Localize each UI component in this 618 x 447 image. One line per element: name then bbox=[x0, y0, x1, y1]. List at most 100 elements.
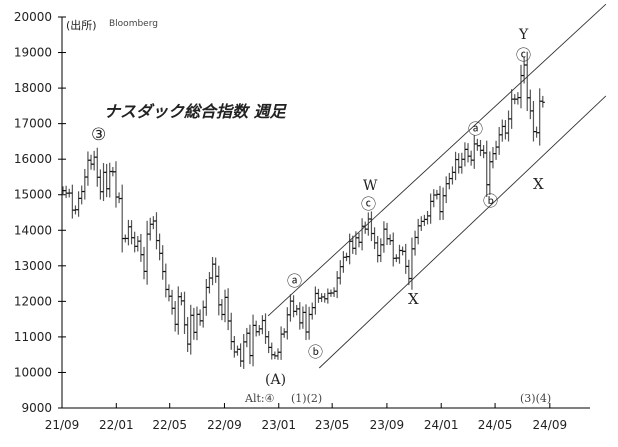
y-tick-label: 14000 bbox=[14, 223, 52, 237]
weekly-bar bbox=[235, 345, 240, 356]
weekly-bar bbox=[488, 151, 492, 195]
weekly-bar bbox=[507, 110, 511, 142]
weekly-bar bbox=[538, 88, 542, 146]
x-tick-label: 24/09 bbox=[533, 418, 568, 432]
weekly-bar bbox=[466, 143, 471, 163]
weekly-bar bbox=[154, 212, 159, 250]
y-tick-label: 16000 bbox=[14, 152, 52, 166]
weekly-bar bbox=[158, 233, 162, 261]
weekly-bar bbox=[385, 222, 390, 246]
weekly-bar bbox=[295, 304, 299, 316]
weekly-bar bbox=[463, 142, 467, 167]
x-tick-label: 22/09 bbox=[207, 418, 242, 432]
weekly-bar bbox=[469, 150, 474, 166]
weekly-bar bbox=[441, 187, 446, 220]
weekly-bar bbox=[432, 189, 436, 208]
weekly-bar bbox=[528, 89, 533, 120]
x-tick-label: 21/09 bbox=[45, 418, 80, 432]
weekly-bar bbox=[211, 256, 215, 286]
weekly-bar bbox=[510, 89, 514, 129]
weekly-bar bbox=[345, 252, 349, 262]
weekly-bar bbox=[429, 193, 433, 224]
weekly-bar bbox=[475, 138, 480, 151]
wave-3-label: ③ bbox=[91, 125, 107, 145]
weekly-bar bbox=[288, 294, 293, 322]
weekly-bar bbox=[189, 304, 193, 355]
upper-channel-line bbox=[267, 3, 607, 317]
weekly-bar bbox=[89, 154, 94, 170]
weekly-bar bbox=[373, 227, 377, 250]
weekly-bar bbox=[73, 205, 78, 215]
weekly-bar bbox=[491, 147, 495, 169]
weekly-bar bbox=[214, 257, 218, 283]
weekly-bar bbox=[320, 293, 324, 303]
x-tick-label: 23/05 bbox=[315, 418, 350, 432]
weekly-bar bbox=[401, 246, 405, 256]
weekly-bar bbox=[394, 254, 399, 263]
weekly-bar bbox=[220, 299, 224, 321]
weekly-bar bbox=[167, 284, 171, 302]
weekly-bar bbox=[164, 263, 168, 298]
weekly-bar bbox=[335, 271, 340, 299]
weekly-bar bbox=[301, 306, 305, 329]
weekly-bar bbox=[145, 220, 150, 285]
wave-y-label: Y bbox=[519, 27, 529, 43]
source-label: (出所) bbox=[66, 19, 97, 32]
weekly-bar bbox=[133, 231, 137, 253]
weekly-bar bbox=[239, 343, 243, 367]
weekly-bar bbox=[535, 126, 539, 138]
weekly-bar bbox=[92, 150, 97, 171]
weekly-bar bbox=[472, 135, 477, 169]
channel-lines bbox=[267, 3, 607, 369]
weekly-bar bbox=[130, 220, 134, 245]
weekly-bar bbox=[531, 100, 536, 142]
weekly-bar bbox=[500, 119, 505, 142]
weekly-bar bbox=[242, 334, 246, 369]
y-tick-label: 20000 bbox=[14, 10, 52, 24]
weekly-bar bbox=[416, 218, 421, 245]
weekly-bar bbox=[397, 244, 402, 264]
y-tick-label: 19000 bbox=[14, 46, 52, 60]
weekly-bar bbox=[444, 176, 449, 204]
weekly-bar bbox=[260, 315, 265, 335]
weekly-bar bbox=[316, 288, 321, 303]
weekly-bar bbox=[279, 326, 284, 360]
weekly-bar bbox=[120, 184, 125, 253]
weekly-bar bbox=[273, 351, 277, 360]
weekly-bar bbox=[460, 152, 464, 174]
weekly-bar bbox=[257, 324, 262, 336]
x-tick-label: 22/05 bbox=[152, 418, 187, 432]
weekly-bar bbox=[332, 287, 337, 297]
weekly-bar bbox=[270, 342, 274, 360]
weekly-bar bbox=[267, 331, 271, 354]
weekly-bar bbox=[86, 151, 90, 186]
x-tick-label: 23/01 bbox=[261, 418, 296, 432]
lower-channel-line bbox=[318, 95, 607, 369]
chart-title: ナスダック総合指数 週足 bbox=[104, 102, 286, 121]
weekly-bar bbox=[201, 300, 206, 328]
weekly-bar bbox=[183, 291, 187, 335]
weekly-bar bbox=[176, 286, 181, 335]
weekly-bar bbox=[422, 214, 427, 226]
weekly-bar bbox=[457, 153, 461, 174]
weekly-bar bbox=[369, 211, 374, 242]
wave-w-c-label: ⓒ bbox=[361, 195, 377, 213]
weekly-bar bbox=[64, 185, 69, 199]
x-tick-label: 24/01 bbox=[424, 418, 459, 432]
x-tick-label: 24/05 bbox=[478, 418, 513, 432]
weekly-bar bbox=[285, 307, 290, 340]
wave-A-label: (A) bbox=[265, 372, 287, 388]
weekly-bar bbox=[251, 314, 256, 367]
weekly-bar bbox=[447, 172, 452, 190]
weekly-bar bbox=[77, 191, 81, 217]
weekly-bar bbox=[207, 272, 212, 294]
price-bars bbox=[61, 51, 545, 369]
weekly-bar bbox=[95, 147, 100, 187]
wave-a1-label: ⓐ bbox=[287, 272, 303, 290]
weekly-bar bbox=[413, 230, 418, 256]
weekly-bar bbox=[382, 221, 386, 253]
x-axis: 21/09 22/01 22/05 22/09 23/01 23/05 23/09 24/01… bbox=[45, 403, 590, 432]
weekly-bar bbox=[329, 289, 333, 297]
weekly-bar bbox=[482, 145, 486, 159]
